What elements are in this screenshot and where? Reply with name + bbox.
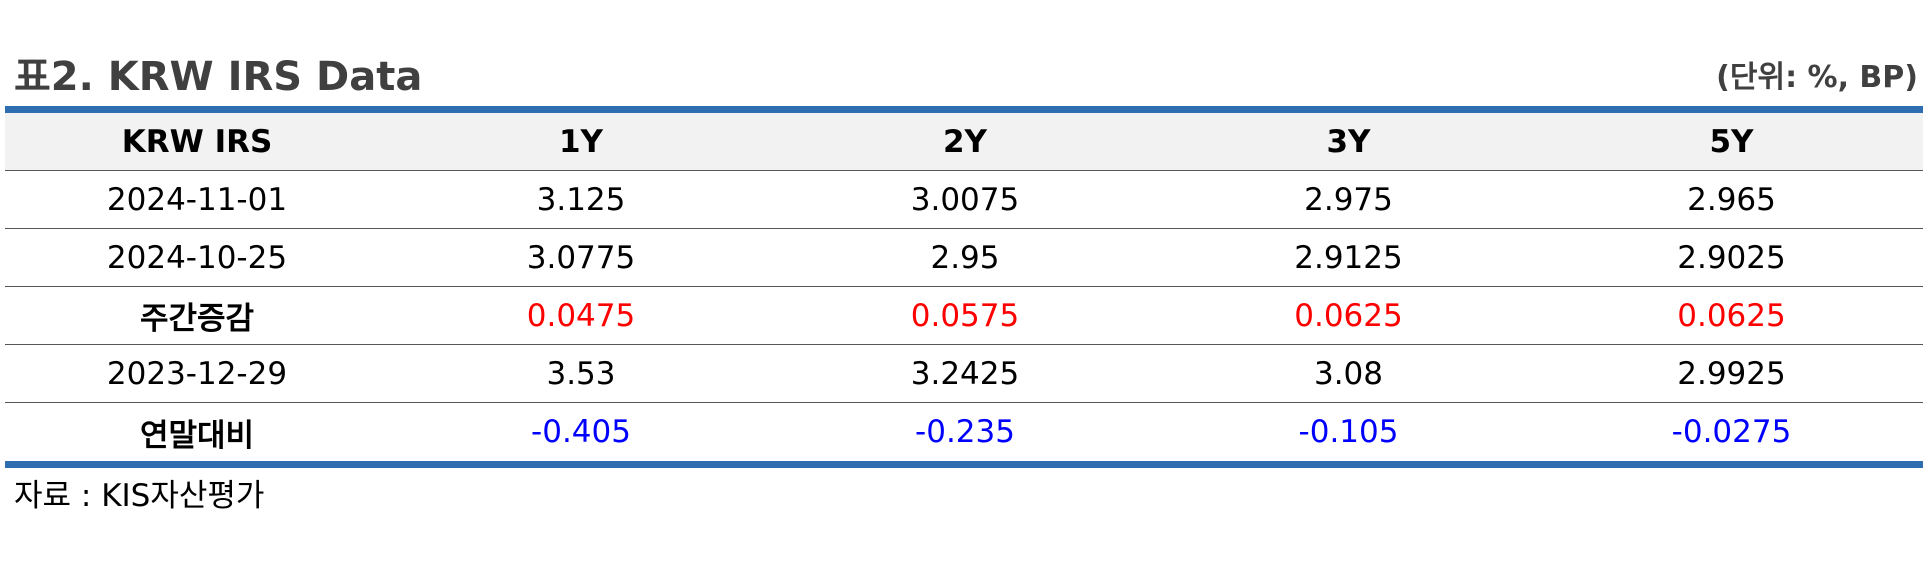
row-label: 연말대비 [139, 417, 255, 454]
irs-table: KRW IRS 1Y 2Y 3Y 5Y 2024-11-01 3.125 3.0… [5, 106, 1923, 468]
header-cell-5y: 5Y [1709, 123, 1754, 160]
row-label: 2023-12-29 [106, 355, 288, 392]
table-cell: 3.53 [546, 355, 616, 392]
table-cell: 2.975 [1304, 181, 1393, 218]
header-cell-3y: 3Y [1326, 123, 1371, 160]
table-cell: 3.0775 [526, 239, 636, 276]
table-cell: 2.965 [1687, 181, 1776, 218]
table-cell: 2.9125 [1294, 239, 1403, 276]
row-label: 2024-10-25 [106, 239, 288, 276]
table-cell-change: 0.0625 [1294, 297, 1403, 334]
table-cell-change: -0.235 [915, 414, 1015, 450]
source-note: 자료 : KIS자산평가 [14, 478, 265, 514]
table-cell: 3.125 [536, 181, 626, 218]
header-cell-1y: 1Y [558, 123, 604, 160]
table-cell: 3.0075 [910, 181, 1020, 218]
table-cell-change: -0.0275 [1671, 414, 1792, 450]
table-cell-change: 0.0575 [910, 297, 1020, 334]
table-cell: 2.9025 [1677, 239, 1786, 276]
table-title: 표2. KRW IRS Data [14, 54, 423, 100]
table-cell-change: 0.0625 [1677, 297, 1786, 334]
table-cell: 2.9925 [1677, 355, 1786, 392]
row-label: 2024-11-01 [106, 181, 288, 218]
table-row: 2024-10-25 3.0775 2.95 2.9125 2.9025 [5, 229, 1923, 287]
table-row: 2024-11-01 3.125 3.0075 2.975 2.965 [5, 171, 1923, 229]
table-cell: 2.95 [930, 239, 1000, 276]
unit-label: (단위: %, BP) [1716, 60, 1918, 95]
header-cell-2y: 2Y [942, 123, 988, 160]
table-cell: 3.2425 [910, 355, 1020, 392]
table-cell-change: -0.105 [1298, 414, 1399, 450]
table-cell-change: -0.405 [531, 414, 631, 450]
table-header-row: KRW IRS 1Y 2Y 3Y 5Y [5, 113, 1923, 171]
table-row-ytd-change: 연말대비 -0.405 -0.235 -0.105 -0.0275 [5, 403, 1923, 461]
table-row: 2023-12-29 3.53 3.2425 3.08 2.9925 [5, 345, 1923, 403]
table-cell: 3.08 [1313, 355, 1384, 392]
row-label: 주간증감 [139, 301, 255, 337]
header-cell-krw-irs: KRW IRS [121, 123, 273, 160]
table-row-weekly-change: 주간증감 0.0475 0.0575 0.0625 0.0625 [5, 287, 1923, 345]
table-cell-change: 0.0475 [526, 297, 636, 334]
